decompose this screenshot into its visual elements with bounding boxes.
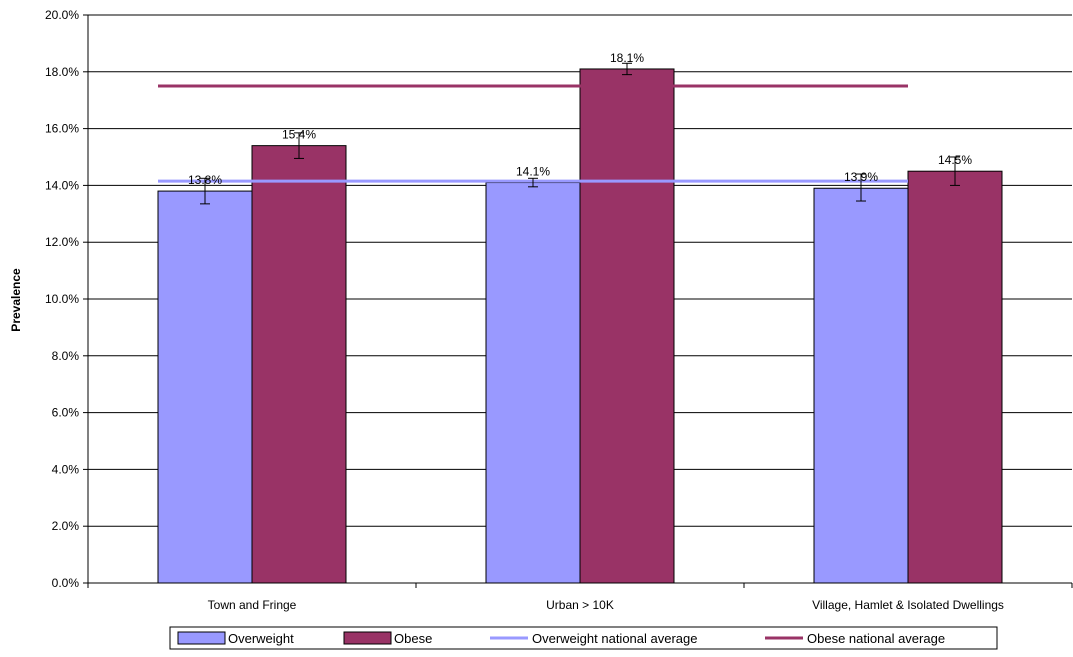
data-labels: 13.8% 14.1% 13.9% 15.4% 18.1% 14.5%: [188, 51, 972, 187]
error-bars: [200, 62, 960, 205]
y-tick-label: 6.0%: [52, 406, 80, 420]
legend-label: Overweight national average: [532, 631, 698, 646]
legend-swatch: [343, 631, 392, 645]
y-tick-label: 10.0%: [45, 292, 79, 306]
x-tick-label: Town and Fringe: [208, 598, 297, 612]
x-tick-label: Urban > 10K: [546, 598, 614, 612]
data-label: 14.1%: [516, 165, 550, 179]
legend-swatch: [177, 631, 226, 645]
legend-label: Obese national average: [807, 631, 945, 646]
y-tick-label: 16.0%: [45, 122, 79, 136]
y-tick-label: 2.0%: [52, 519, 80, 533]
y-tick-label: 14.0%: [45, 178, 79, 192]
legend-label: Overweight: [228, 631, 294, 646]
bar-overweight: [157, 190, 253, 584]
data-label: 18.1%: [610, 51, 644, 65]
y-tick-label: 4.0%: [52, 462, 80, 476]
y-tick-label: 20.0%: [45, 8, 79, 22]
bars: [157, 68, 1003, 584]
legend-label: Obese: [394, 631, 432, 646]
y-axis-label: Prevalence: [9, 268, 23, 332]
data-label: 15.4%: [282, 128, 316, 142]
bar-obese: [907, 170, 1003, 584]
data-label: 13.9%: [844, 170, 878, 184]
bar-obese: [251, 145, 347, 584]
x-tick-labels: Town and Fringe Urban > 10K Village, Hamle…: [208, 598, 1004, 612]
y-tick-label: 18.0%: [45, 65, 79, 79]
bar-obese: [579, 68, 675, 584]
axes: [83, 14, 1073, 588]
legend: Overweight Obese Overweight national avera…: [169, 626, 998, 650]
data-label: 14.5%: [938, 153, 972, 167]
y-tick-labels: 0.0% 2.0% 4.0% 6.0% 8.0% 10.0% 12.0% 14.0% 16.0%…: [45, 8, 79, 590]
y-tick-label: 12.0%: [45, 235, 79, 249]
data-label: 13.8%: [188, 173, 222, 187]
y-tick-label: 8.0%: [52, 349, 80, 363]
bar-overweight: [813, 187, 909, 584]
x-tick-label: Village, Hamlet & Isolated Dwellings: [812, 598, 1004, 612]
y-tick-label: 0.0%: [52, 576, 80, 590]
bar-overweight: [485, 182, 581, 584]
